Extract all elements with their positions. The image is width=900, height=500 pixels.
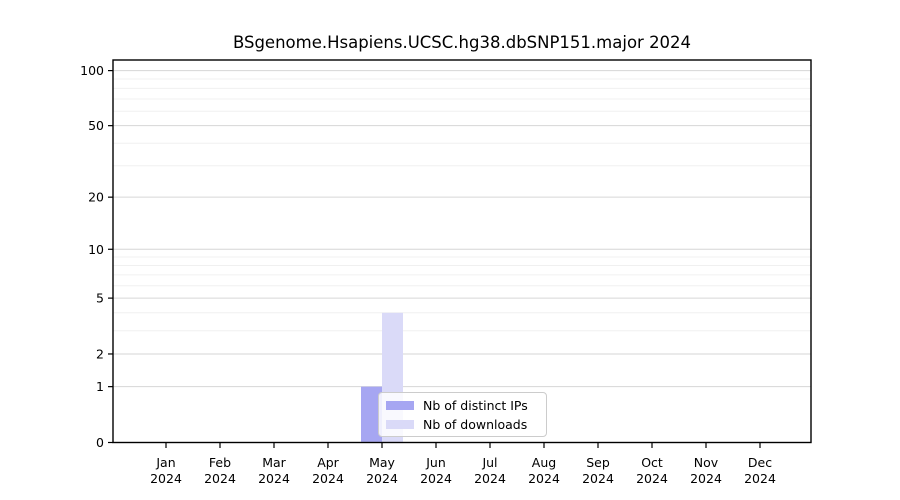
legend-label-downloads: Nb of downloads bbox=[423, 416, 528, 432]
y-tick-label: 50 bbox=[88, 118, 104, 133]
x-tick-label: Apr 2024 bbox=[312, 455, 344, 486]
x-tick-label: Sep 2024 bbox=[582, 455, 614, 486]
x-tick-label: Feb 2024 bbox=[204, 455, 236, 486]
legend-swatch-distinct-ips bbox=[386, 400, 414, 410]
x-tick-label: Oct 2024 bbox=[636, 455, 668, 486]
x-tick-label: Jul 2024 bbox=[474, 455, 506, 486]
y-tick-label: 1 bbox=[96, 379, 104, 394]
x-tick-label: Jun 2024 bbox=[420, 455, 452, 486]
x-tick-label: Mar 2024 bbox=[258, 455, 290, 486]
x-tick-label: Jan 2024 bbox=[150, 455, 182, 486]
legend-item-downloads: Nb of downloads bbox=[386, 417, 540, 432]
y-tick-label: 2 bbox=[96, 346, 104, 361]
y-tick-label: 10 bbox=[88, 242, 104, 257]
x-tick-label: Dec 2024 bbox=[744, 455, 776, 486]
legend-item-distinct-ips: Nb of distinct IPs bbox=[386, 398, 540, 413]
y-tick-label: 0 bbox=[96, 435, 104, 450]
y-tick-label: 20 bbox=[88, 190, 104, 205]
legend-label-distinct-ips: Nb of distinct IPs bbox=[423, 397, 528, 413]
legend: Nb of distinct IPs Nb of downloads bbox=[378, 392, 547, 437]
y-tick-label: 5 bbox=[96, 291, 104, 306]
plot-frame bbox=[112, 59, 812, 444]
x-tick-label: May 2024 bbox=[366, 455, 398, 486]
x-tick-label: Aug 2024 bbox=[528, 455, 560, 486]
x-tick-label: Nov 2024 bbox=[690, 455, 722, 486]
legend-swatch-downloads bbox=[386, 419, 414, 429]
chart-title: BSgenome.Hsapiens.UCSC.hg38.dbSNP151.maj… bbox=[232, 33, 692, 52]
bar-nb-of-distinct-ips bbox=[361, 386, 382, 442]
y-tick-label: 100 bbox=[80, 63, 104, 78]
